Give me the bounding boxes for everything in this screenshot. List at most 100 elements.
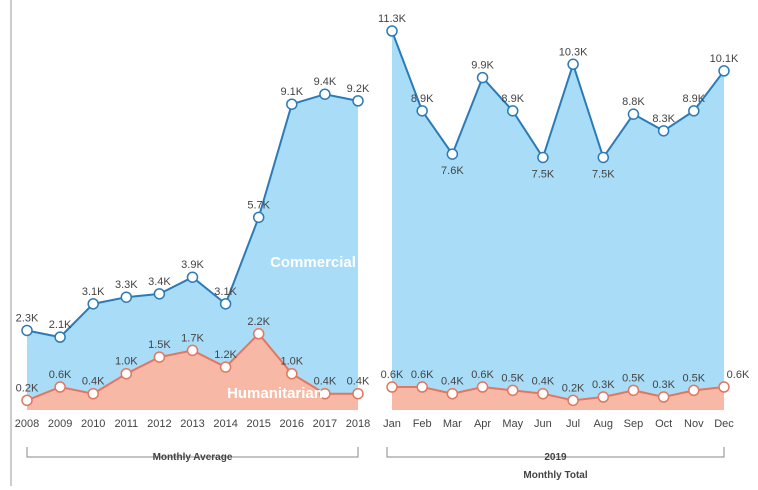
marker (688, 384, 700, 397)
marker (567, 394, 579, 407)
marker (567, 58, 579, 71)
marker (87, 387, 99, 400)
value-label: 9.2K (347, 83, 370, 95)
bracket (386, 447, 725, 458)
x-tick-label: 2017 (313, 418, 337, 430)
marker (186, 271, 199, 283)
value-label: 0.5K (682, 372, 705, 384)
value-label: 3.1K (82, 286, 105, 298)
marker (386, 381, 398, 393)
value-label: 0.4K (314, 376, 337, 388)
series-label: Commercial (270, 254, 356, 271)
value-label: 0.2K (16, 382, 39, 394)
value-label: 0.3K (592, 379, 615, 391)
value-label: 8.9K (501, 93, 524, 105)
marker (153, 288, 166, 300)
value-label: 8.9K (682, 93, 705, 105)
marker (657, 391, 670, 403)
marker (319, 88, 331, 100)
value-label: 0.6K (49, 369, 72, 381)
area (27, 94, 358, 410)
marker (286, 98, 298, 110)
x-tick-label: Jun (534, 418, 552, 430)
x-tick-label: 2014 (213, 418, 237, 430)
marker (54, 331, 66, 343)
value-label: 2.2K (247, 316, 270, 328)
value-label: 3.3K (115, 279, 138, 291)
group-label: 2019 (544, 452, 567, 463)
value-label: 10.3K (559, 46, 588, 58)
x-tick-label: Mar (443, 418, 462, 430)
marker (476, 71, 489, 84)
value-label: 10.1K (710, 53, 739, 65)
x-tick-label: 2011 (114, 418, 138, 430)
value-label: 11.3K (378, 13, 407, 25)
value-label: 9.1K (280, 86, 303, 98)
value-label: 1.0K (280, 356, 303, 368)
x-tick-label: 2012 (147, 418, 171, 430)
x-tick-label: Sep (624, 418, 644, 430)
value-label: 1.7K (181, 332, 204, 344)
marker (286, 367, 298, 380)
marker (506, 105, 519, 117)
x-tick-label: May (502, 418, 523, 430)
value-label: 9.9K (471, 60, 494, 72)
value-label: 3.4K (148, 276, 171, 288)
x-tick-label: Oct (655, 418, 672, 430)
marker (537, 151, 549, 164)
bracket (26, 447, 359, 458)
x-tick-label: Jul (566, 418, 580, 430)
marker (476, 381, 489, 393)
value-label: 5.7K (247, 199, 270, 211)
marker (627, 384, 640, 397)
value-label: 0.4K (532, 376, 555, 388)
marker (537, 387, 549, 400)
value-label: 0.5K (622, 372, 645, 384)
value-label: 8.3K (652, 113, 675, 125)
marker (688, 105, 700, 117)
marker (386, 25, 398, 37)
x-tick-label: Aug (593, 418, 613, 430)
marker (416, 381, 428, 393)
value-label: 7.5K (532, 168, 555, 180)
x-tick-label: Feb (413, 418, 432, 430)
value-label: 0.5K (501, 372, 524, 384)
marker (597, 391, 610, 403)
value-label: 7.6K (441, 165, 464, 177)
value-label: 0.2K (562, 382, 585, 394)
marker (153, 351, 166, 363)
marker (252, 211, 265, 224)
value-label: 1.0K (115, 356, 138, 368)
marker (21, 394, 33, 407)
marker (718, 65, 730, 77)
value-label: 1.5K (148, 339, 171, 351)
x-tick-label: 2009 (48, 418, 72, 430)
value-label: 8.9K (411, 93, 434, 105)
group-sublabel: Monthly Total (523, 470, 587, 481)
x-tick-label: Nov (684, 418, 704, 430)
x-tick-label: 2010 (81, 418, 105, 430)
marker (186, 344, 199, 357)
value-label: 0.4K (82, 376, 105, 388)
marker (21, 324, 33, 337)
x-tick-label: 2018 (346, 418, 370, 430)
value-label: 1.2K (214, 349, 237, 361)
marker (446, 148, 459, 160)
value-label: 2.3K (16, 312, 39, 324)
x-tick-label: Dec (714, 418, 734, 430)
group-label: Monthly Average (153, 452, 233, 463)
value-label: 0.3K (652, 379, 675, 391)
marker (352, 95, 364, 107)
marker (506, 384, 519, 397)
area (392, 31, 724, 410)
marker (54, 381, 66, 393)
series-label: Humanitarian (227, 385, 323, 402)
marker (627, 108, 640, 120)
value-label: 0.6K (381, 369, 404, 381)
value-label: 3.1K (214, 286, 237, 298)
x-tick-label: 2016 (280, 418, 304, 430)
marker (718, 381, 730, 393)
marker (120, 367, 133, 380)
area (27, 333, 358, 410)
marker (597, 151, 610, 164)
